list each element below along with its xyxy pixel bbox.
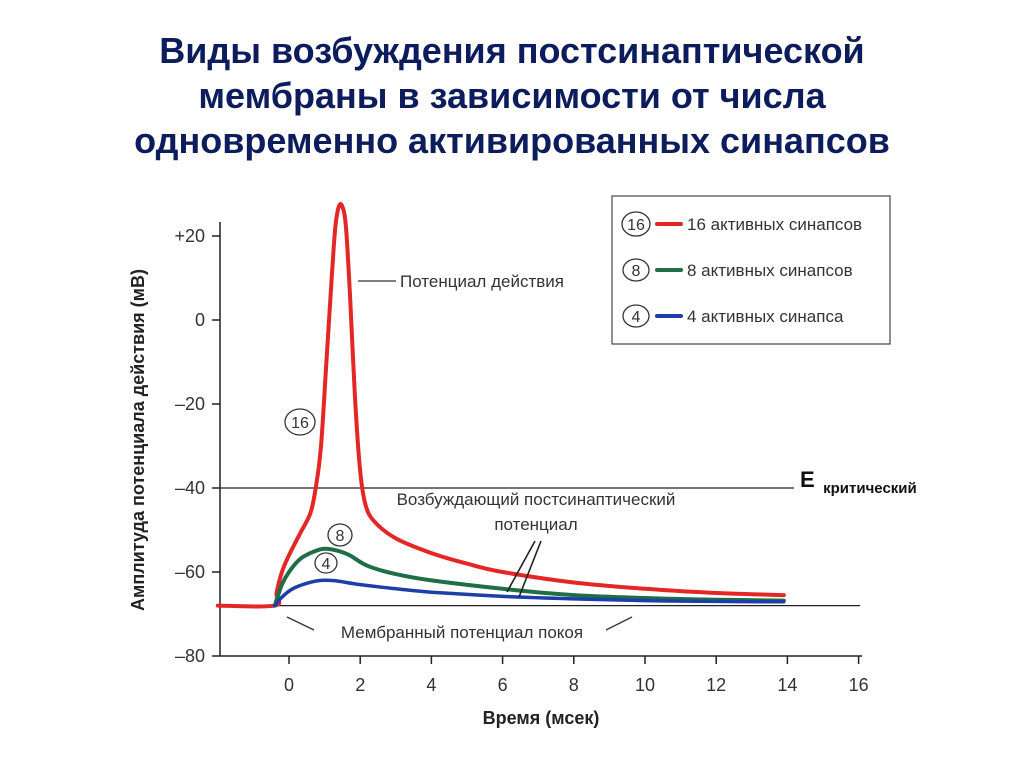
y-tick-label: –80 (175, 646, 205, 666)
epsp-arrow-1 (506, 540, 536, 593)
legend-label-16: 16 активных синапсов (687, 215, 862, 234)
x-tick-label: 12 (706, 675, 726, 695)
resting-potential-annotation: Мембранный потенциал покоя (341, 623, 583, 642)
slide-title: Виды возбуждения постсинаптической мембр… (40, 28, 984, 163)
e-critical-subscript: критический (823, 480, 917, 497)
legend-label-8: 8 активных синапсов (687, 261, 853, 280)
x-tick-label: 6 (498, 675, 508, 695)
series-line-16-synapses (215, 201, 786, 609)
x-tick-label: 4 (426, 675, 436, 695)
marker-8-label: 8 (336, 528, 345, 545)
marker-16-label: 16 (291, 415, 309, 432)
legend-item-16: 16 16 активных синапсов (621, 211, 862, 237)
series-line-8-synapses (272, 546, 786, 608)
e-critical-main: Е (800, 467, 815, 492)
marker-8-circle: 8 (327, 523, 353, 547)
x-tick-label: 14 (777, 675, 797, 695)
y-tick-label: –60 (175, 562, 205, 582)
action-potential-annotation: Потенциал действия (400, 272, 564, 291)
resting-leader-left (286, 616, 315, 631)
y-tick-label: –40 (175, 478, 205, 498)
x-tick-label: 2 (355, 675, 365, 695)
marker-16-circle: 16 (284, 408, 316, 436)
y-tick-label: 0 (195, 310, 205, 330)
marker-4-label: 4 (322, 556, 331, 573)
y-tick-label: –20 (175, 394, 205, 414)
y-axis-label: Амплитуда потенциала действия (мВ) (128, 269, 148, 611)
epsp-annotation-line-2: потенциал (494, 515, 577, 534)
series-line-4-synapses (273, 578, 786, 608)
x-tick-label: 0 (284, 675, 294, 695)
legend-label-4: 4 активных синапса (687, 307, 844, 326)
e-critical-label: Е критический (800, 467, 917, 497)
legend-marker-4: 4 (632, 309, 641, 326)
epsp-annotation-line-1: Возбуждающий постсинаптический (397, 490, 676, 509)
legend-marker-8: 8 (632, 263, 641, 280)
y-axis-ticks: +20 0 –20 –40 –60 –80 (174, 226, 220, 666)
legend-item-4: 4 4 активных синапса (622, 304, 844, 328)
x-axis-ticks: 0 2 4 6 8 10 12 14 16 (284, 656, 869, 695)
legend: 16 16 активных синапсов 8 8 активных син… (611, 195, 891, 345)
x-tick-label: 16 (849, 675, 869, 695)
y-tick-label: +20 (174, 226, 205, 246)
legend-item-8: 8 8 активных синапсов (622, 258, 853, 282)
marker-4-circle: 4 (314, 552, 338, 574)
epsp-arrow-2 (518, 540, 542, 598)
x-tick-label: 8 (569, 675, 579, 695)
slide-title-line-2: мембраны в зависимости от числа (198, 75, 826, 116)
resting-leader-right (605, 616, 633, 631)
x-axis-label: Время (мсек) (483, 708, 600, 728)
x-tick-label: 10 (635, 675, 655, 695)
slide-title-line-3: одновременно активированных синапсов (134, 120, 890, 161)
slide-title-line-1: Виды возбуждения постсинаптической (159, 30, 865, 71)
legend-marker-16: 16 (627, 217, 645, 234)
